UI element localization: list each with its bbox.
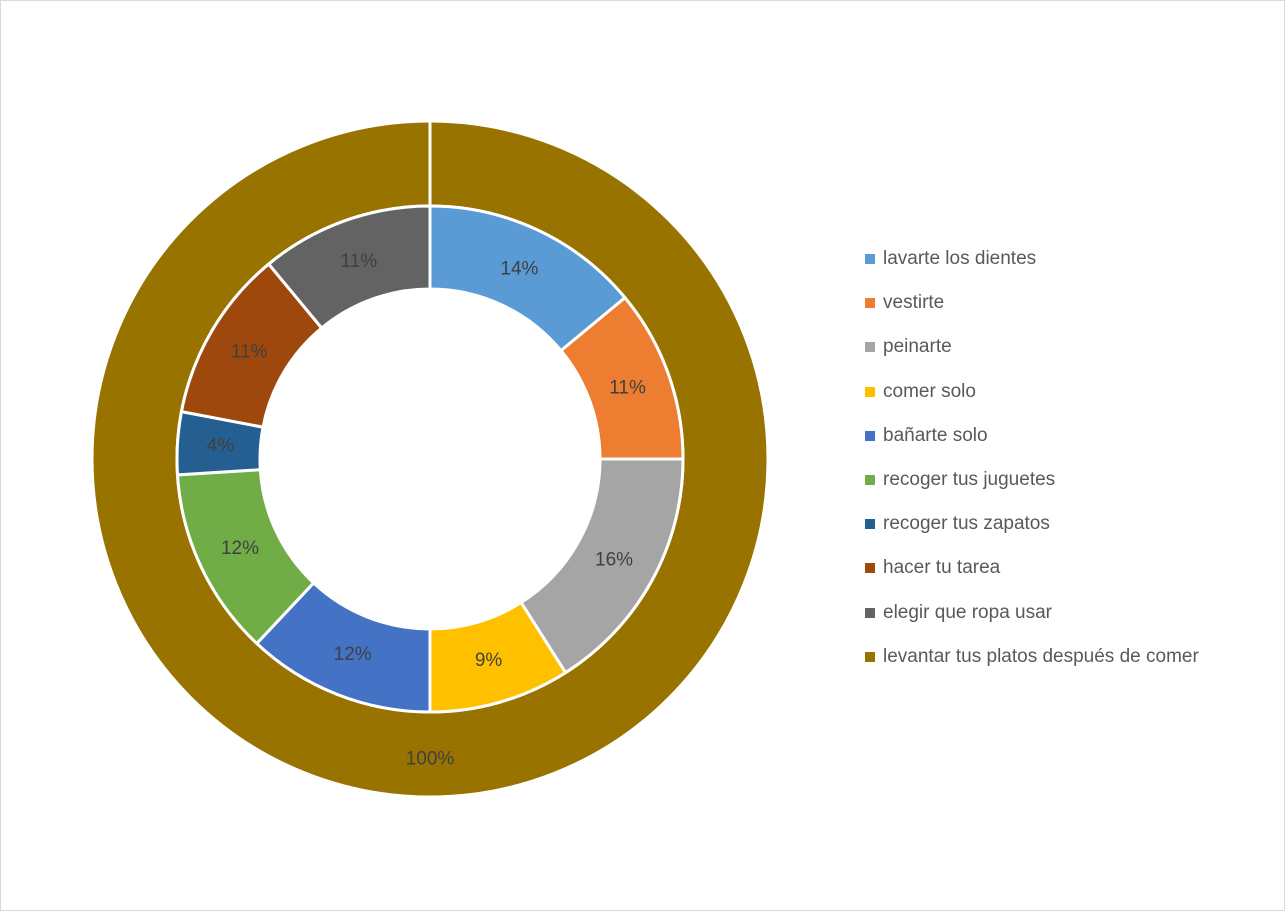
data-label-levantar-tus-platos-despues-de-comer: 100%	[406, 749, 455, 770]
legend-swatch	[865, 254, 875, 265]
legend-swatch	[865, 298, 875, 309]
data-label-comer-solo: 9%	[475, 650, 503, 671]
legend-item-banarte-solo: bañarte solo	[865, 414, 1199, 458]
legend-label: lavarte los dientes	[883, 248, 1037, 270]
legend-swatch	[865, 430, 875, 441]
legend-label: peinarte	[883, 336, 952, 358]
legend-swatch	[865, 386, 875, 397]
legend: lavarte los dientes vestirte peinarte comer…	[865, 237, 1199, 679]
data-label-vestirte: 11%	[609, 377, 646, 398]
data-label-elegir-que-ropa-usar: 11%	[341, 251, 378, 272]
legend-swatch	[865, 563, 875, 574]
legend-item-peinarte: peinarte	[865, 325, 1199, 369]
legend-item-elegir-que-ropa-usar: elegir que ropa usar	[865, 591, 1199, 635]
data-label-lavarte-los-dientes: 14%	[500, 258, 538, 279]
legend-label: recoger tus juguetes	[883, 469, 1056, 491]
legend-item-recoger-tus-juguetes: recoger tus juguetes	[865, 458, 1199, 502]
legend-swatch	[865, 519, 875, 530]
legend-label: comer solo	[883, 380, 976, 402]
inner-slice-elegir-que-ropa-usar	[266, 204, 432, 331]
data-label-peinarte: 16%	[595, 550, 633, 571]
legend-swatch	[865, 475, 875, 486]
legend-swatch	[865, 342, 875, 353]
legend-item-vestirte: vestirte	[865, 281, 1199, 325]
legend-label: recoger tus zapatos	[883, 513, 1050, 535]
legend-label: levantar tus platos después de comer	[883, 645, 1199, 667]
legend-swatch	[865, 651, 875, 662]
legend-label: elegir que ropa usar	[883, 601, 1052, 623]
data-label-recoger-tus-juguetes: 12%	[221, 538, 259, 559]
data-label-hacer-tu-tarea: 11%	[231, 342, 268, 363]
legend-item-levantar-tus-platos-despues-de-comer: levantar tus platos después de comer	[865, 635, 1199, 679]
legend-label: hacer tu tarea	[883, 557, 1001, 579]
legend-label: bañarte solo	[883, 424, 988, 446]
legend-item-recoger-tus-zapatos: recoger tus zapatos	[865, 502, 1199, 546]
data-label-banarte-solo: 12%	[334, 644, 372, 665]
legend-label: vestirte	[883, 292, 945, 314]
legend-item-hacer-tu-tarea: hacer tu tarea	[865, 546, 1199, 590]
legend-item-comer-solo: comer solo	[865, 370, 1199, 414]
legend-swatch	[865, 607, 875, 618]
data-label-recoger-tus-zapatos: 4%	[207, 435, 235, 456]
legend-item-lavarte-los-dientes: lavarte los dientes	[865, 237, 1199, 281]
